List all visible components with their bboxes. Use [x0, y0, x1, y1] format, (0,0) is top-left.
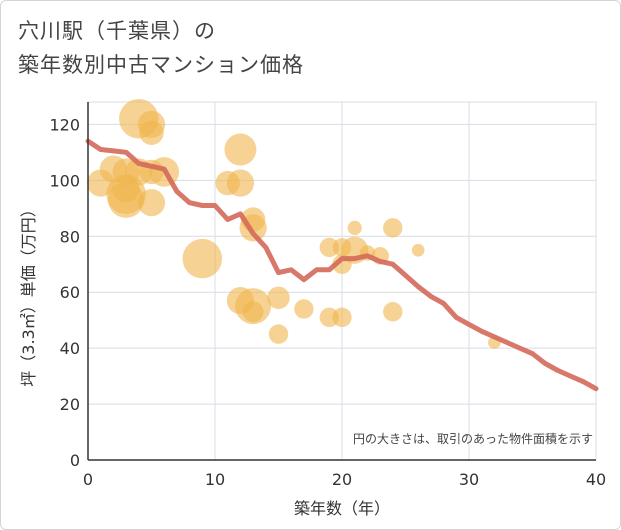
- axis-layer: [87, 102, 596, 461]
- y-tick-label: 80: [60, 227, 80, 246]
- bubble-23: [268, 324, 289, 344]
- trend-line: [85, 138, 599, 392]
- tick-layer: 0 20 40 60 80 100 120 0 10 20 30 40: [49, 115, 606, 489]
- bubble-11: [137, 189, 166, 217]
- grid-layer: [87, 101, 597, 461]
- bubble-35: [383, 302, 403, 322]
- bubble-size-note: 円の大きさは、取引のあった物件面積を示す: [353, 431, 593, 446]
- y-axis-label: 坪（3.3㎡）単価（万円）: [19, 201, 38, 386]
- x-tick-label: 20: [332, 470, 352, 489]
- bubble-29: [332, 307, 352, 328]
- bubble-13: [182, 238, 223, 279]
- bubble-36: [411, 243, 425, 257]
- x-tick-label: 0: [83, 470, 93, 489]
- x-tick-label: 10: [205, 470, 225, 489]
- bubble-22: [267, 286, 290, 309]
- bubble-9: [139, 120, 164, 145]
- chart-title: 穴川駅（千葉県）の 築年数別中古マンション価格: [18, 14, 304, 82]
- y-tick-label: 20: [60, 395, 80, 414]
- chart-title-line-1: 穴川駅（千葉県）の: [18, 19, 216, 43]
- y-tick-label: 120: [49, 115, 80, 134]
- bubble-layer: [87, 99, 501, 349]
- trend-layer: [85, 138, 599, 392]
- bubble-16: [226, 169, 255, 197]
- y-tick-label: 100: [49, 171, 80, 190]
- y-tick-label: 60: [60, 283, 80, 302]
- bubble-21: [242, 301, 264, 323]
- bubble-30: [347, 220, 362, 235]
- x-tick-label: 40: [586, 470, 606, 489]
- y-tick-label: 0: [70, 451, 80, 470]
- x-axis-label: 築年数（年）: [294, 499, 390, 518]
- chart-title-line-2: 築年数別中古マンション価格: [18, 53, 304, 77]
- bubble-34: [383, 218, 403, 238]
- x-tick-label: 30: [459, 470, 479, 489]
- y-tick-label: 40: [60, 339, 80, 358]
- bubble-15: [224, 133, 257, 166]
- bubble-24: [294, 299, 314, 319]
